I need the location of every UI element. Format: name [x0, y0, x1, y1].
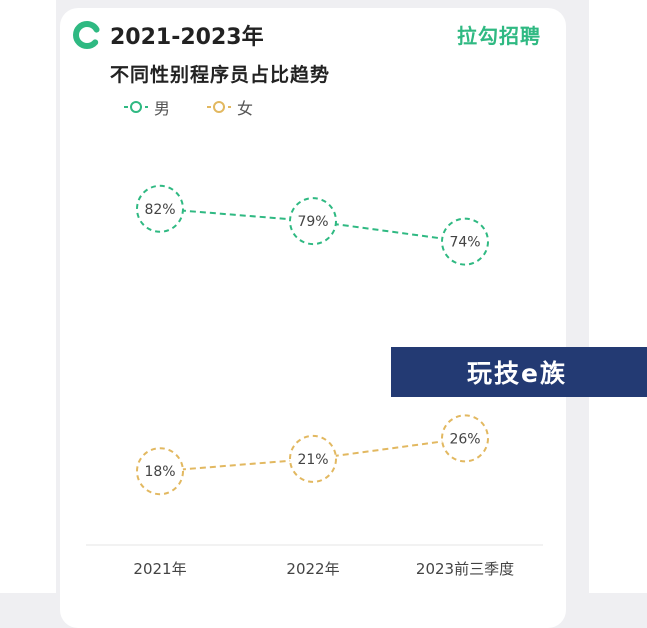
line-chart: 2021年 2022年 2023前三季度 82% 79% 74% 18% 21% 26%: [86, 184, 543, 578]
legend-marker-female-icon: [207, 101, 231, 113]
chart-card: [60, 8, 566, 628]
brand-name: 拉勾招聘: [457, 24, 541, 48]
left-margin: [0, 0, 56, 593]
series-line-segment: [159, 457, 314, 473]
legend-item-male: 男: [123, 95, 170, 119]
right-margin: [589, 0, 647, 593]
legend-marker-male-icon: [124, 101, 148, 113]
data-point: [441, 414, 489, 463]
x-tick-label: 2023前三季度: [416, 560, 514, 578]
data-point: [289, 434, 337, 483]
data-point: [289, 197, 337, 246]
series-line-segment: [312, 220, 466, 243]
data-label: 21%: [297, 452, 328, 468]
data-label: 26%: [449, 431, 480, 447]
data-point: [136, 447, 184, 496]
watermark-banner: 玩技e族: [391, 347, 647, 397]
data-label: 82%: [144, 202, 175, 218]
legend-item-female: 女: [206, 95, 253, 119]
data-label: 74%: [449, 235, 480, 251]
legend-label-male: 男: [154, 99, 171, 118]
data-point: [136, 184, 184, 233]
x-tick-label: 2021年: [133, 560, 186, 578]
series-line-segment: [312, 437, 466, 460]
chart-title-years: 2021-2023年: [110, 25, 264, 50]
chart-title: 不同性别程序员占比趋势: [110, 64, 331, 86]
x-tick-label: 2022年: [286, 560, 339, 578]
data-point: [441, 217, 489, 266]
data-label: 79%: [297, 214, 328, 230]
brand-logo-icon: [73, 21, 101, 49]
legend-label-female: 女: [237, 99, 254, 118]
data-label: 18%: [144, 464, 175, 480]
series-line-segment: [159, 207, 314, 223]
